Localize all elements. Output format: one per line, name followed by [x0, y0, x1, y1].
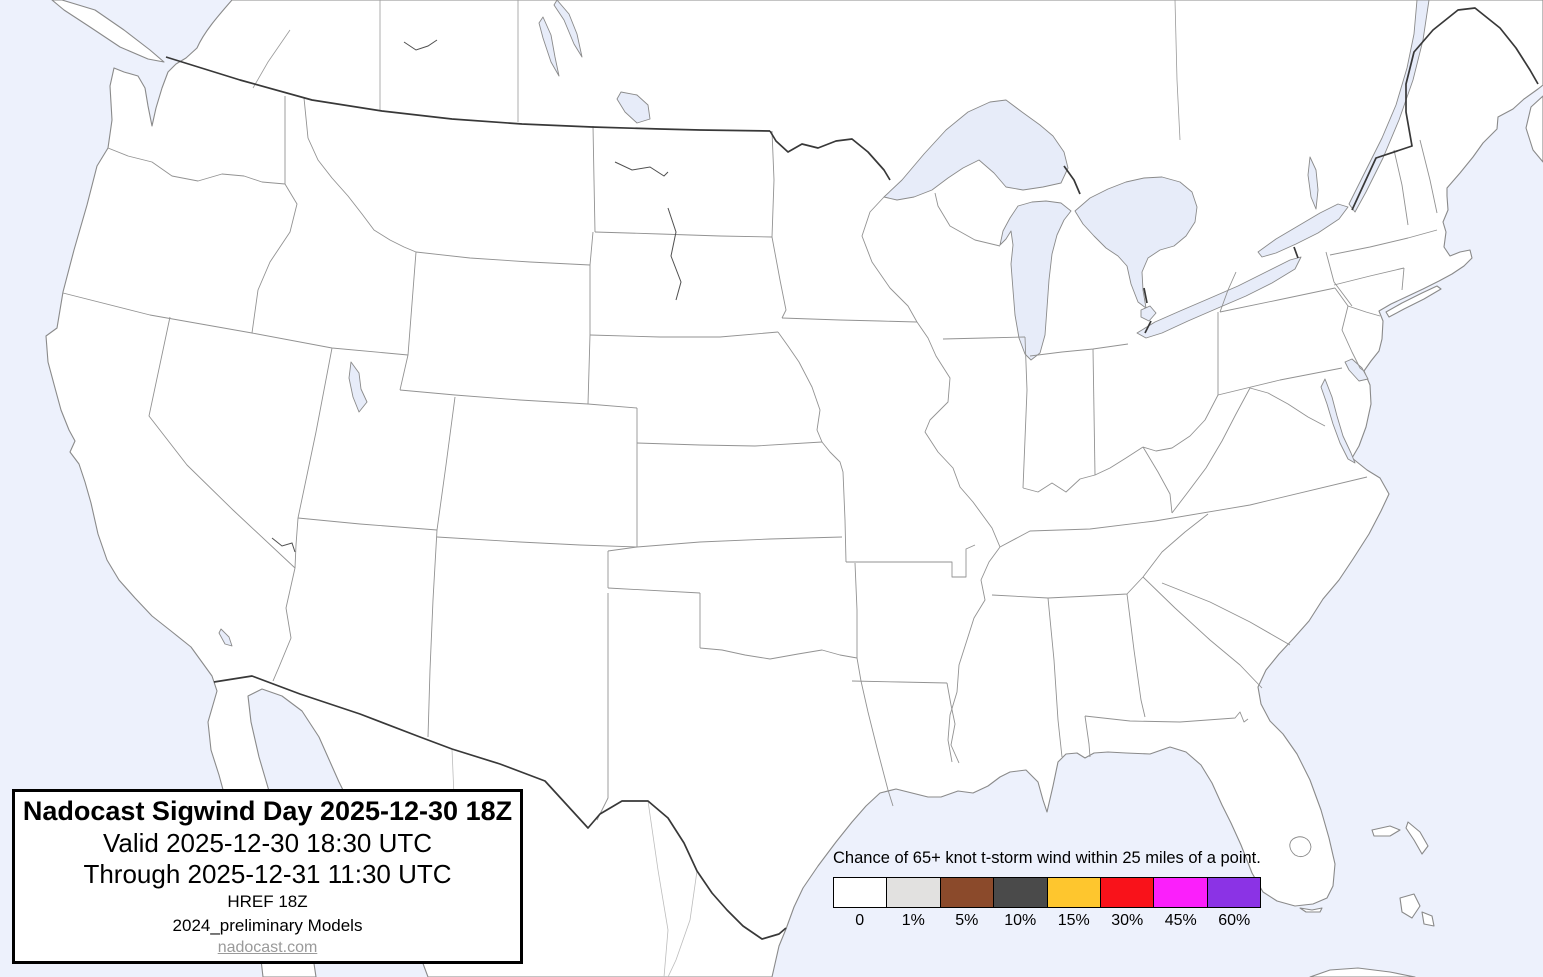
bahamas-grand-bahama — [1371, 825, 1401, 837]
lake-okeechobee — [1289, 836, 1312, 858]
bahamas-abaco — [1405, 821, 1429, 855]
nova-scotia — [1525, 95, 1543, 163]
delaware-bay — [1344, 358, 1369, 382]
state-borders — [62, 96, 1438, 821]
florida-keys — [1299, 907, 1323, 913]
salton-sea — [218, 628, 233, 647]
legend-swatch-30 — [1100, 878, 1155, 907]
legend-color-bar — [833, 877, 1261, 908]
website-link[interactable]: nadocast.com — [217, 938, 318, 956]
lake-michigan — [999, 200, 1072, 361]
legend-label-30: 30% — [1111, 912, 1144, 929]
lake-of-the-woods — [616, 91, 651, 124]
forecast-model: HREF 18Z — [227, 892, 308, 912]
lakes — [218, 0, 1430, 858]
legend-labels: 0 1% 5% 10% 15% 30% 45% 60% — [833, 912, 1261, 930]
forecast-title-box: Nadocast Sigwind Day 2025-12-30 18Z Vali… — [12, 789, 523, 964]
lake-manitoba — [538, 16, 560, 77]
legend-label-0: 0 — [855, 912, 865, 929]
legend-label-15: 15% — [1057, 912, 1090, 929]
bahamas-eleuthera — [1421, 911, 1435, 927]
lake-champlain — [1307, 156, 1319, 210]
legend-caption: Chance of 65+ knot t-storm wind within 2… — [833, 849, 1261, 867]
forecast-through-time: Through 2025-12-31 11:30 UTC — [83, 859, 452, 890]
probability-legend: Chance of 65+ knot t-storm wind within 2… — [833, 849, 1261, 930]
canada-province-borders — [252, 0, 1181, 141]
cuba-coast-sliver — [1309, 967, 1416, 977]
lake-winnipeg — [553, 0, 583, 58]
great-salt-lake — [348, 361, 368, 413]
legend-swatch-1 — [887, 878, 941, 907]
lake-huron — [1074, 176, 1198, 309]
legend-label-1: 1% — [901, 912, 925, 929]
rivers — [271, 39, 682, 553]
bahamas-andros — [1399, 893, 1421, 919]
legend-swatch-5 — [940, 878, 995, 907]
forecast-models-note: 2024_preliminary Models — [172, 915, 363, 935]
legend-swatch-60 — [1207, 878, 1260, 907]
chesapeake-bay — [1320, 378, 1356, 464]
st-lawrence-river — [1348, 0, 1430, 213]
lake-erie — [1136, 256, 1302, 339]
legend-swatch-15 — [1047, 878, 1101, 907]
national-borders — [165, 7, 1539, 940]
legend-swatch-10 — [994, 878, 1048, 907]
forecast-valid-time: Valid 2025-12-30 18:30 UTC — [102, 828, 433, 859]
lake-ontario — [1257, 203, 1349, 258]
legend-swatch-0 — [834, 878, 888, 907]
legend-swatch-45 — [1154, 878, 1208, 907]
long-island — [1385, 285, 1442, 318]
legend-label-60: 60% — [1218, 912, 1251, 929]
lake-st-clair — [1140, 305, 1157, 322]
lake-superior — [883, 99, 1069, 201]
legend-label-5: 5% — [955, 912, 979, 929]
legend-label-45: 45% — [1164, 912, 1197, 929]
forecast-title: Nadocast Sigwind Day 2025-12-30 18Z — [22, 796, 513, 827]
vancouver-island — [51, 0, 165, 63]
legend-label-10: 10% — [1004, 912, 1037, 929]
